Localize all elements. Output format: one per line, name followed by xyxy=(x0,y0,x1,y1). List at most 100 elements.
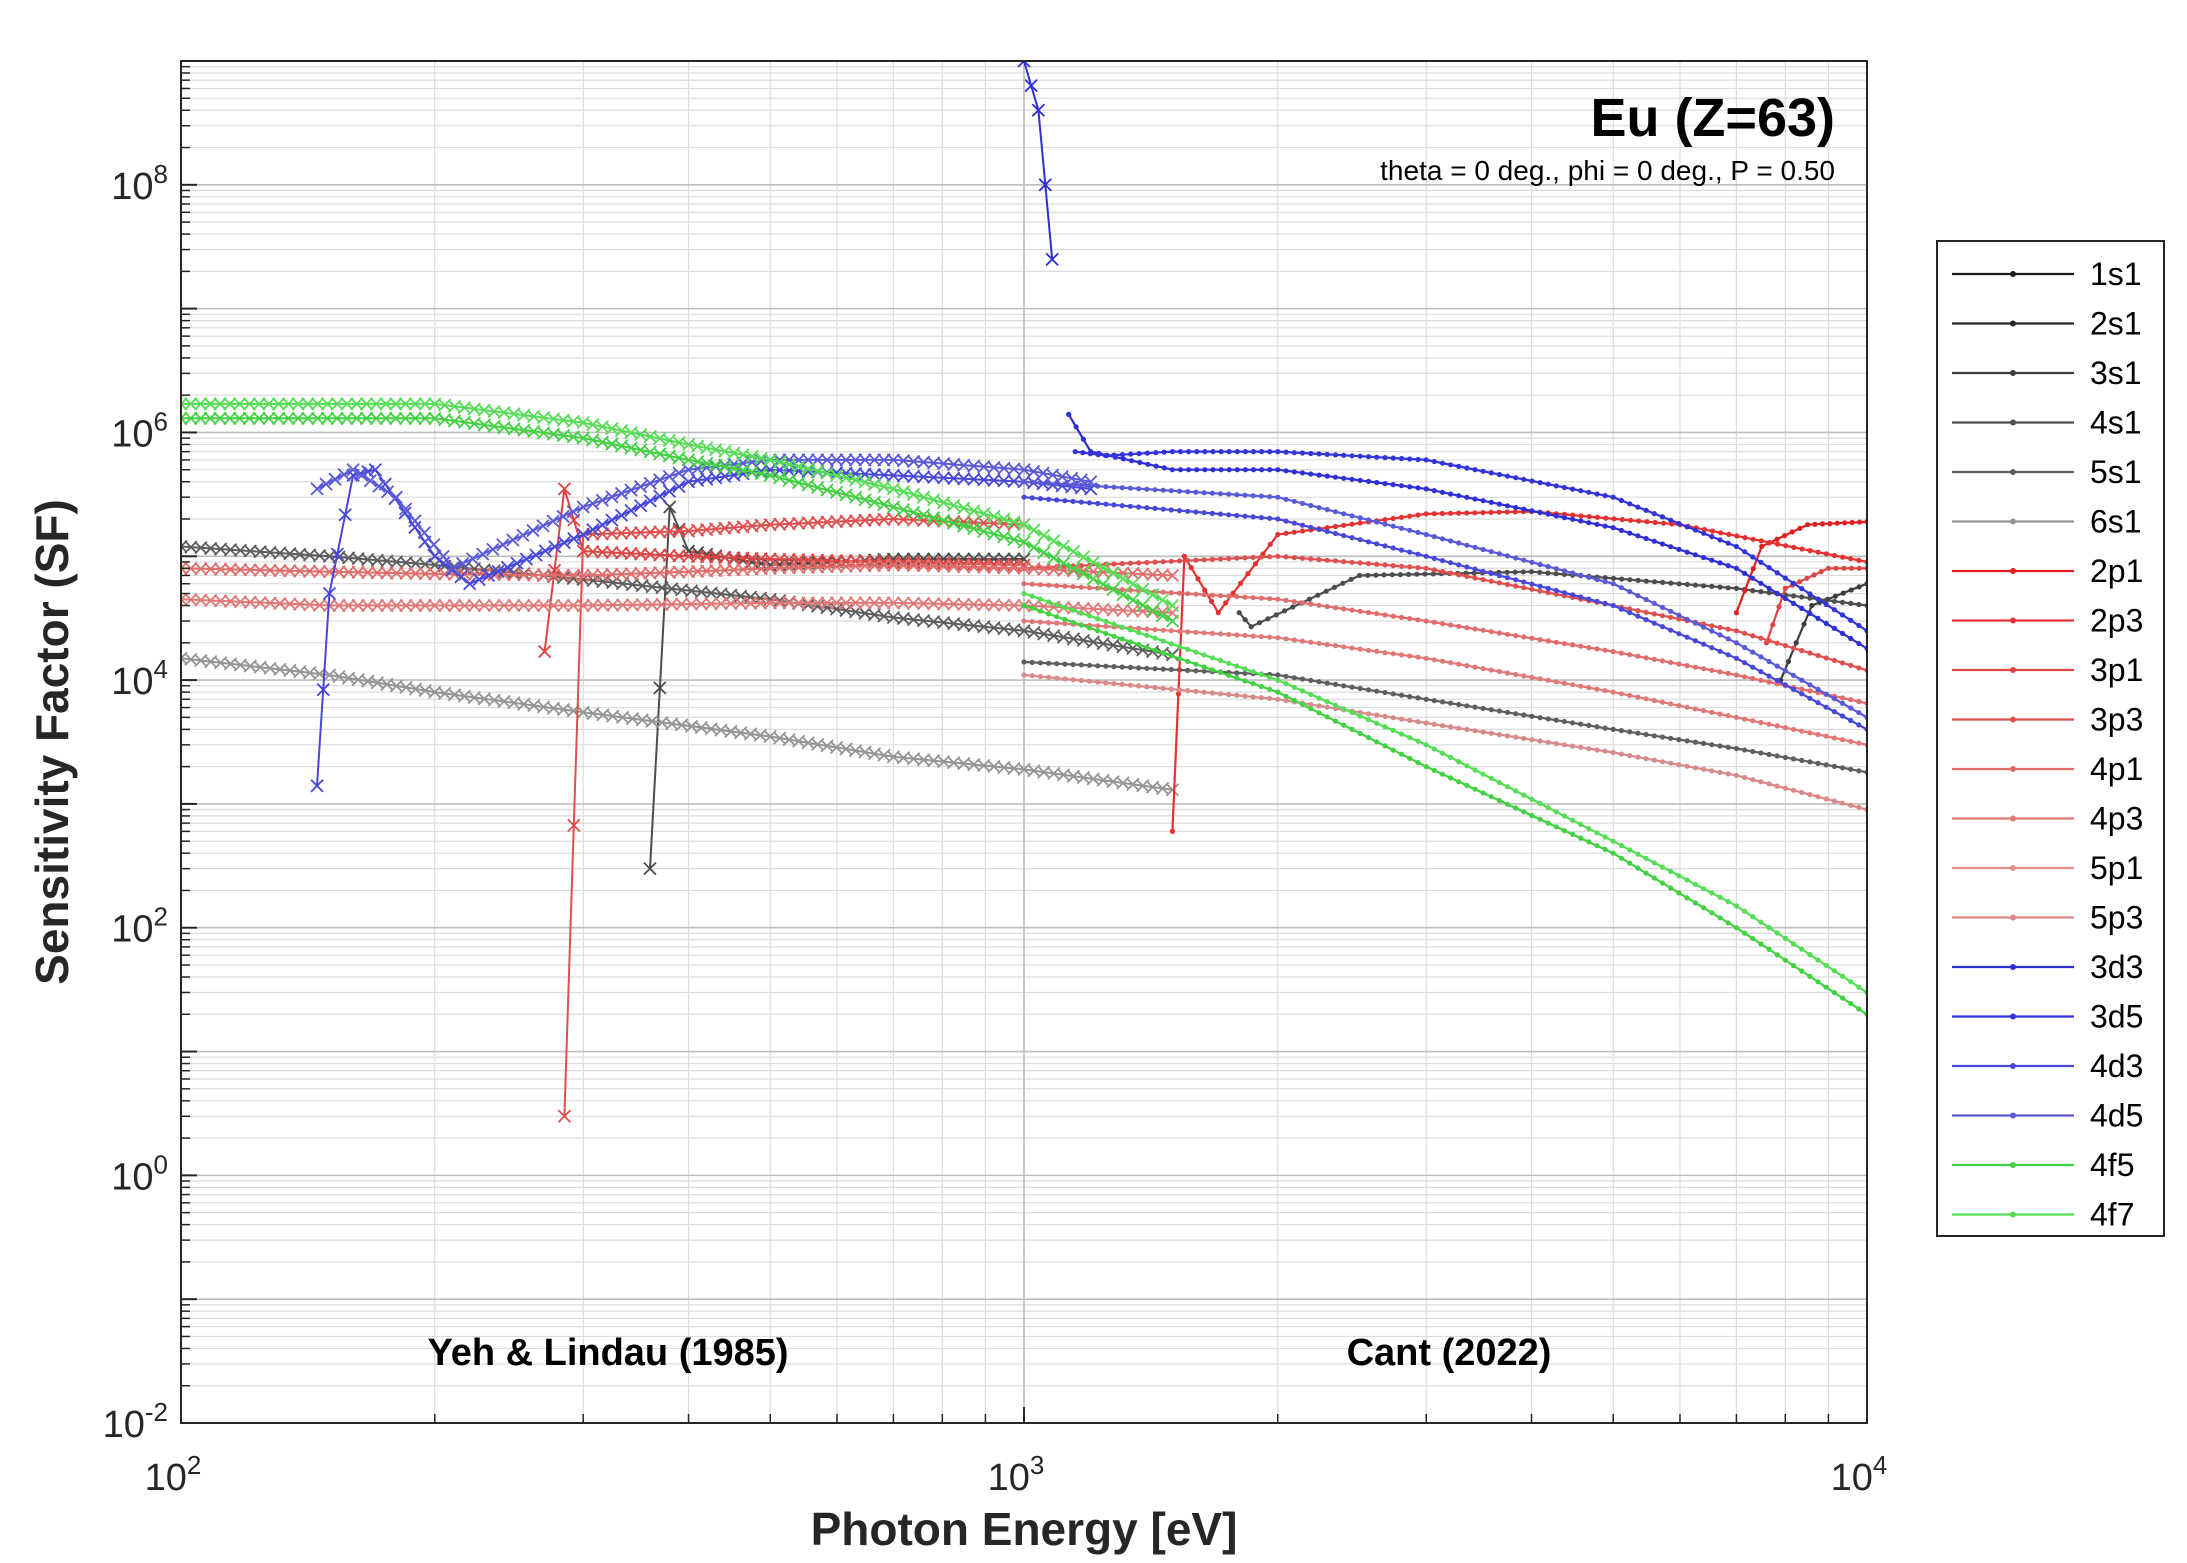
data-point-cant-4d3 xyxy=(1250,514,1256,520)
data-point-cant-4d3 xyxy=(1488,570,1494,577)
data-point-cant-4f7 xyxy=(1717,894,1723,900)
data-point-cant-5p3 xyxy=(1684,763,1690,769)
data-point-cant-3p3 xyxy=(1659,613,1666,619)
data-point-yeh-4d5 xyxy=(867,453,882,467)
data-point-yeh-4p1 xyxy=(408,566,423,581)
data-point-cant-4f7 xyxy=(1308,691,1314,698)
data-point-cant-4d3 xyxy=(1407,549,1413,555)
data-point-yeh-4d5 xyxy=(363,474,377,488)
data-point-cant-3d5 xyxy=(1627,501,1633,507)
data-point-cant-4f5 xyxy=(1448,775,1454,781)
data-point-cant-4f7 xyxy=(1136,630,1142,636)
data-point-cant-4d5 xyxy=(1332,509,1339,515)
data-point-yeh-4f5 xyxy=(320,411,335,425)
data-point-yeh-4p3 xyxy=(773,596,787,610)
data-point-cant-4p3 xyxy=(1021,618,1027,624)
data-point-cant-4s1 xyxy=(1807,595,1813,601)
data-point-yeh-4f7 xyxy=(291,397,305,411)
data-point-yeh-4p1 xyxy=(527,568,541,582)
data-point-cant-4p3 xyxy=(1046,620,1052,626)
data-point-cant-4d3 xyxy=(1456,562,1462,568)
data-point-cant-3p3 xyxy=(1774,640,1780,646)
data-point-cant-3d3 xyxy=(1464,494,1470,500)
data-point-cant-3p3 xyxy=(1790,645,1797,651)
data-point-cant-3d5 xyxy=(1398,455,1405,462)
data-point-cant-2p3 xyxy=(1181,553,1187,559)
data-point-yeh-4d3 xyxy=(491,564,505,579)
data-point-yeh-4p3 xyxy=(586,598,600,613)
data-point-yeh-4d5 xyxy=(947,457,961,472)
data-point-cant-5p3 xyxy=(1602,748,1608,754)
data-point-yeh-4p3 xyxy=(753,596,768,610)
data-point-cant-4p3 xyxy=(1374,648,1380,655)
data-point-cant-4f5 xyxy=(1390,747,1396,753)
data-point-cant-5s1 xyxy=(1799,757,1805,764)
data-point-cant-3d5 xyxy=(1602,493,1608,499)
data-point-cant-3p3 xyxy=(1308,556,1314,562)
data-point-cant-3s1 xyxy=(1848,587,1854,593)
data-point-cant-5s1 xyxy=(1766,751,1772,758)
data-point-yeh-4p1 xyxy=(418,567,432,581)
data-point-yeh-4p3 xyxy=(303,598,317,612)
data-point-cant-4f7 xyxy=(1668,868,1674,875)
data-point-yeh-4d5 xyxy=(977,460,991,474)
data-point-cant-4f7 xyxy=(1078,610,1084,616)
data-point-cant-3p3 xyxy=(1651,611,1657,617)
data-point-cant-4s1 xyxy=(1265,616,1271,622)
data-point-yeh-4s1 xyxy=(663,500,677,514)
y-tick-label: 102 xyxy=(111,902,168,951)
data-point-yeh-4f7 xyxy=(184,397,198,411)
data-point-cant-4d3 xyxy=(1086,500,1093,506)
data-point-cant-5s1 xyxy=(1750,748,1756,755)
data-point-cant-2p3 xyxy=(1766,539,1772,546)
data-point-cant-4d3 xyxy=(1684,634,1690,640)
data-point-cant-5s1 xyxy=(1136,665,1142,671)
annotation-yeh-lindau: Yeh & Lindau (1985) xyxy=(427,1332,788,1374)
data-point-cant-3p3 xyxy=(1521,585,1527,591)
data-point-yeh-4p1 xyxy=(1037,562,1051,576)
data-point-yeh-4d3 xyxy=(653,489,667,503)
data-point-yeh-4d3 xyxy=(886,468,901,483)
data-point-yeh-4p3 xyxy=(507,598,521,613)
data-point-cant-4f7 xyxy=(1062,604,1068,611)
data-point-cant-2p3 xyxy=(1603,515,1609,521)
data-point-cant-3d5 xyxy=(1415,456,1421,463)
data-point-cant-4d5 xyxy=(1398,525,1405,531)
data-point-cant-4d5 xyxy=(1651,600,1657,607)
data-point-cant-3p3 xyxy=(1839,660,1846,666)
data-point-cant-4d3 xyxy=(1144,505,1150,511)
data-point-cant-3p3 xyxy=(1168,558,1174,564)
data-point-cant-4p3 xyxy=(1390,651,1396,657)
data-point-cant-4p3 xyxy=(1610,689,1616,695)
data-point-cant-3d3 xyxy=(1145,461,1151,467)
data-point-cant-3p3 xyxy=(1407,564,1413,570)
data-point-cant-3p3 xyxy=(1226,556,1232,562)
data-point-yeh-4f5 xyxy=(389,411,403,425)
data-point-cant-5p3 xyxy=(1815,794,1821,800)
data-point-cant-2p1 xyxy=(1774,536,1780,542)
data-point-yeh-4p3 xyxy=(457,598,472,613)
data-point-cant-3p3 xyxy=(1324,557,1330,563)
data-point-yeh-4d5 xyxy=(916,455,931,469)
data-point-cant-3d5 xyxy=(1684,524,1690,530)
data-point-yeh-4f7 xyxy=(418,397,432,411)
data-point-yeh-4p1 xyxy=(293,564,307,578)
data-point-yeh-4p3 xyxy=(997,598,1011,612)
data-point-cant-2p3 xyxy=(1586,514,1592,520)
data-point-cant-4d3 xyxy=(1790,686,1797,693)
data-point-cant-5s1 xyxy=(1856,768,1862,774)
data-point-yeh-4f7 xyxy=(398,397,413,411)
data-point-cant-3d3 xyxy=(1578,518,1584,524)
data-point-yeh-4f5 xyxy=(203,411,217,425)
data-point-cant-4d5 xyxy=(1733,640,1739,646)
data-point-cant-4s1 xyxy=(1692,582,1698,588)
data-point-cant-5p3 xyxy=(1176,687,1183,693)
data-point-cant-3p3 xyxy=(1217,556,1224,562)
data-point-cant-3d5 xyxy=(1766,565,1772,571)
data-point-cant-2p3 xyxy=(1472,510,1478,516)
legend-marker-2s1 xyxy=(2010,320,2016,327)
data-point-cant-3d5 xyxy=(1357,453,1363,459)
data-point-cant-3d3 xyxy=(1129,458,1135,464)
data-point-cant-4p3 xyxy=(1807,730,1813,736)
data-point-cant-3d5 xyxy=(1087,451,1093,457)
